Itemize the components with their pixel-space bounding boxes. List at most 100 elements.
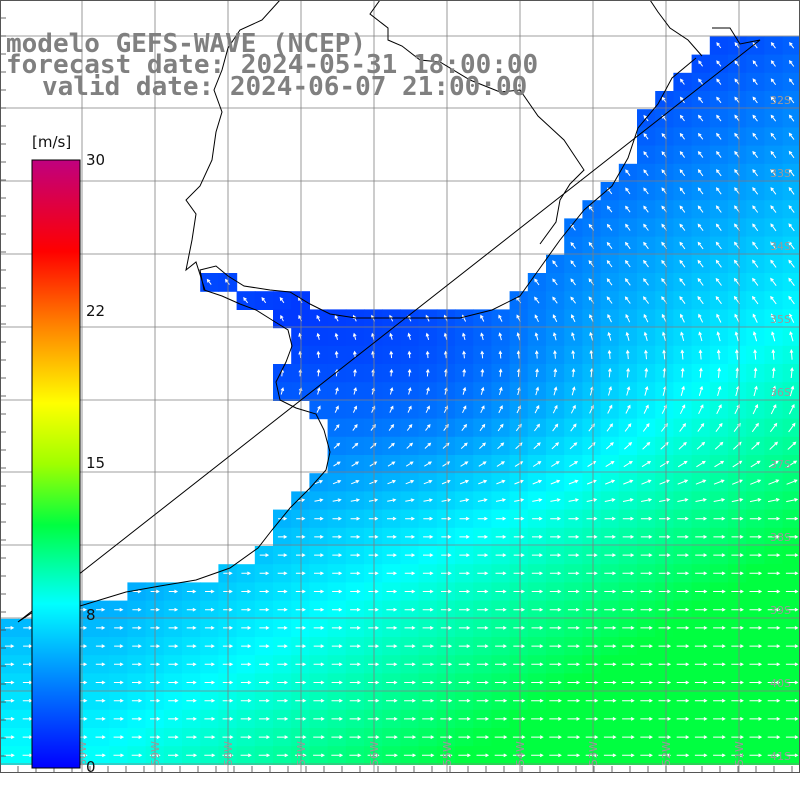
wind-arrow <box>222 698 234 703</box>
wind-arrow <box>516 350 521 359</box>
wind-arrow <box>785 607 799 612</box>
wind-arrow <box>786 498 799 503</box>
wind-arrow <box>240 680 252 685</box>
wind-arrow <box>676 571 690 576</box>
wind-arrow <box>626 386 631 396</box>
wind-arrow <box>443 332 448 340</box>
wind-arrow <box>4 735 15 739</box>
wind-arrow <box>477 589 489 594</box>
wind-arrow <box>277 553 288 557</box>
wind-arrow <box>767 516 781 521</box>
wind-arrow <box>731 644 744 648</box>
wind-arrow <box>295 571 306 576</box>
wind-arrow <box>714 441 724 450</box>
wind-arrow <box>204 698 216 703</box>
wind-arrow <box>549 717 562 721</box>
wind-arrow <box>731 535 744 539</box>
wind-arrow <box>550 498 561 502</box>
wind-arrow <box>567 644 580 648</box>
wind-arrow <box>785 626 799 630</box>
wind-arrow <box>186 607 197 612</box>
wind-arrow <box>476 680 489 685</box>
wind-arrow <box>625 205 631 213</box>
wind-arrow <box>331 680 343 685</box>
wind-arrow <box>658 571 671 576</box>
wind-arrow <box>295 626 307 630</box>
wind-arrow <box>658 680 672 685</box>
wind-arrow <box>586 479 597 485</box>
wind-arrow <box>95 698 106 703</box>
wind-arrow <box>770 277 777 286</box>
wind-arrow <box>643 169 649 176</box>
wind-arrow <box>367 680 380 685</box>
wind-arrow <box>388 423 395 431</box>
wind-arrow <box>95 644 106 648</box>
wind-arrow <box>735 349 739 360</box>
wind-arrow <box>4 644 15 648</box>
wind-arrow <box>477 535 489 539</box>
wind-arrow <box>259 553 270 557</box>
wind-arrow <box>316 332 321 340</box>
wind-cell <box>782 127 800 147</box>
wind-arrow <box>603 735 617 739</box>
wind-arrow <box>658 607 672 612</box>
wind-arrow <box>731 498 744 503</box>
wind-arrow <box>277 680 289 685</box>
wind-arrow <box>550 553 562 557</box>
wind-arrow <box>731 680 744 685</box>
wind-arrow <box>770 422 778 433</box>
wind-arrow <box>734 114 740 122</box>
wind-arrow <box>368 498 379 502</box>
wind-arrow <box>603 698 617 703</box>
wind-arrow <box>441 571 452 576</box>
wind-arrow <box>625 187 631 195</box>
wind-arrow <box>567 607 580 612</box>
wind-arrow <box>622 607 635 612</box>
wind-arrow <box>331 753 344 758</box>
wind-arrow <box>715 187 722 195</box>
wind-arrow <box>422 626 434 630</box>
wind-arrow <box>259 571 270 576</box>
wind-arrow <box>788 78 795 85</box>
wind-arrow <box>622 626 635 630</box>
wind-arrow <box>535 386 540 396</box>
wind-arrow <box>606 223 613 231</box>
wind-arrow <box>332 480 342 485</box>
wind-arrow <box>715 422 723 432</box>
wind-arrow <box>641 479 652 485</box>
wind-arrow <box>204 626 215 630</box>
colorbar-tick-22: 22 <box>86 302 106 320</box>
wind-arrow <box>512 753 526 758</box>
wind-arrow <box>624 441 633 450</box>
wind-arrow <box>476 698 489 703</box>
wind-arrow <box>586 589 598 594</box>
wind-arrow <box>679 223 686 231</box>
wind-arrow <box>731 607 744 612</box>
wind-arrow <box>386 662 398 667</box>
wind-arrow <box>113 735 125 739</box>
wind-arrow <box>658 553 671 557</box>
wind-arrow <box>676 717 690 721</box>
wind-arrow <box>259 662 270 667</box>
wind-arrow <box>731 626 744 630</box>
wind-arrow <box>625 169 631 176</box>
wind-arrow <box>425 423 431 431</box>
wind-arrow <box>790 367 794 379</box>
wind-arrow <box>713 516 726 521</box>
wind-arrow <box>531 553 543 557</box>
wind-arrow <box>479 442 486 449</box>
wind-arrow <box>168 644 179 648</box>
wind-arrow <box>623 479 634 485</box>
wind-arrow <box>495 662 508 667</box>
wind-arrow <box>367 735 380 739</box>
wind-arrow <box>734 150 740 158</box>
wind-arrow <box>404 553 416 557</box>
wind-arrow <box>789 385 795 397</box>
wind-arrow <box>459 479 470 485</box>
wind-arrow <box>585 753 599 758</box>
wind-arrow <box>749 753 763 758</box>
wind-arrow <box>785 644 799 648</box>
wind-arrow <box>186 753 198 758</box>
wind-arrow <box>788 223 795 232</box>
wind-arrow <box>404 680 416 685</box>
